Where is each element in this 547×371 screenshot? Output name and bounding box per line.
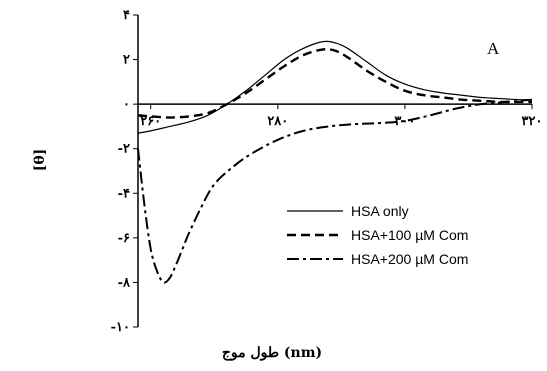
x-tick-label: ۲۸۰ [267, 114, 288, 129]
x-tick-label: ۳۰۰ [394, 114, 415, 129]
y-tick-label: ۴ [123, 8, 130, 23]
y-tick-label: -۲ [118, 142, 130, 157]
y-tick-label: -۸ [118, 275, 131, 290]
y-tick-label: -۶ [118, 231, 130, 246]
x-axis-label: طول موج (nm) [222, 345, 322, 361]
legend-label: HSA+200 µM Com [351, 251, 468, 267]
y-axis-label: [θ] [32, 149, 48, 172]
y-tick-label: -۴ [118, 186, 130, 201]
legend-label: HSA only [351, 203, 409, 219]
legend-label: HSA+100 µM Com [351, 227, 468, 243]
series-layer [137, 40, 533, 284]
series-line-3 [137, 98, 533, 284]
y-tick-label: ۲ [123, 53, 130, 68]
x-tick-label: ۳۲۰ [522, 114, 543, 129]
series-line-2 [137, 48, 532, 119]
series-line-1 [137, 40, 533, 134]
y-tick-label: -۱۰ [111, 320, 130, 335]
y-tick-label: ۰ [123, 97, 130, 112]
panel-label: A [487, 39, 500, 58]
legend: HSA only HSA+100 µM Com HSA+200 µM Com [287, 203, 468, 267]
